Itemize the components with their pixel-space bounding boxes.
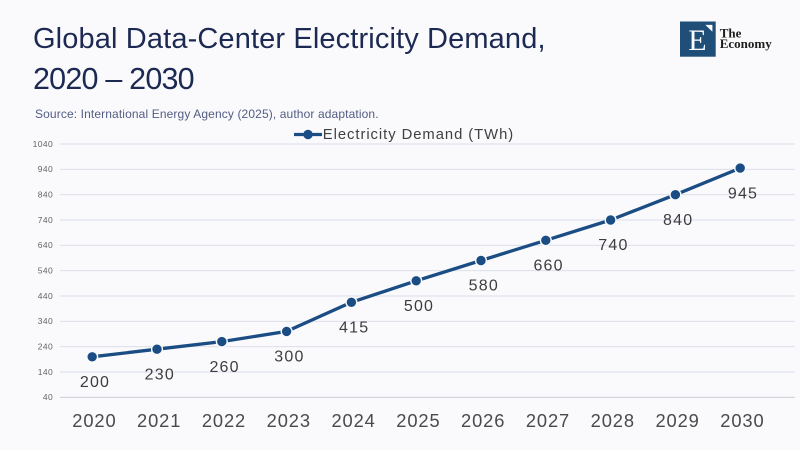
svg-text:340: 340: [38, 316, 53, 326]
svg-text:840: 840: [38, 190, 53, 200]
svg-text:2030: 2030: [720, 410, 764, 431]
svg-text:440: 440: [38, 291, 53, 301]
svg-text:740: 740: [38, 215, 53, 225]
svg-text:540: 540: [38, 266, 53, 276]
svg-text:580: 580: [469, 278, 499, 295]
svg-text:2025: 2025: [396, 410, 440, 431]
svg-text:945: 945: [728, 185, 758, 202]
svg-text:2021: 2021: [137, 410, 181, 431]
svg-text:300: 300: [274, 349, 304, 366]
svg-text:840: 840: [663, 212, 693, 229]
svg-text:640: 640: [38, 240, 53, 250]
svg-text:230: 230: [145, 366, 175, 383]
svg-text:415: 415: [339, 320, 369, 337]
svg-text:740: 740: [598, 237, 628, 254]
svg-text:2024: 2024: [331, 410, 375, 431]
svg-text:2026: 2026: [461, 410, 505, 431]
svg-text:The: The: [720, 25, 742, 40]
svg-text:2023: 2023: [267, 410, 311, 431]
svg-text:2029: 2029: [655, 410, 699, 431]
svg-text:2028: 2028: [591, 410, 635, 431]
svg-text:500: 500: [404, 298, 434, 315]
svg-text:2020: 2020: [72, 410, 116, 431]
svg-text:200: 200: [80, 374, 110, 391]
svg-text:940: 940: [38, 164, 53, 174]
svg-text:1040: 1040: [33, 139, 54, 149]
svg-text:40: 40: [43, 392, 53, 402]
svg-text:2027: 2027: [526, 410, 570, 431]
svg-text:260: 260: [209, 359, 239, 376]
svg-text:240: 240: [38, 342, 53, 352]
svg-text:140: 140: [38, 367, 53, 377]
svg-text:2022: 2022: [202, 410, 246, 431]
svg-text:E: E: [688, 24, 706, 57]
svg-text:Economy: Economy: [720, 36, 773, 51]
svg-text:660: 660: [533, 258, 563, 275]
